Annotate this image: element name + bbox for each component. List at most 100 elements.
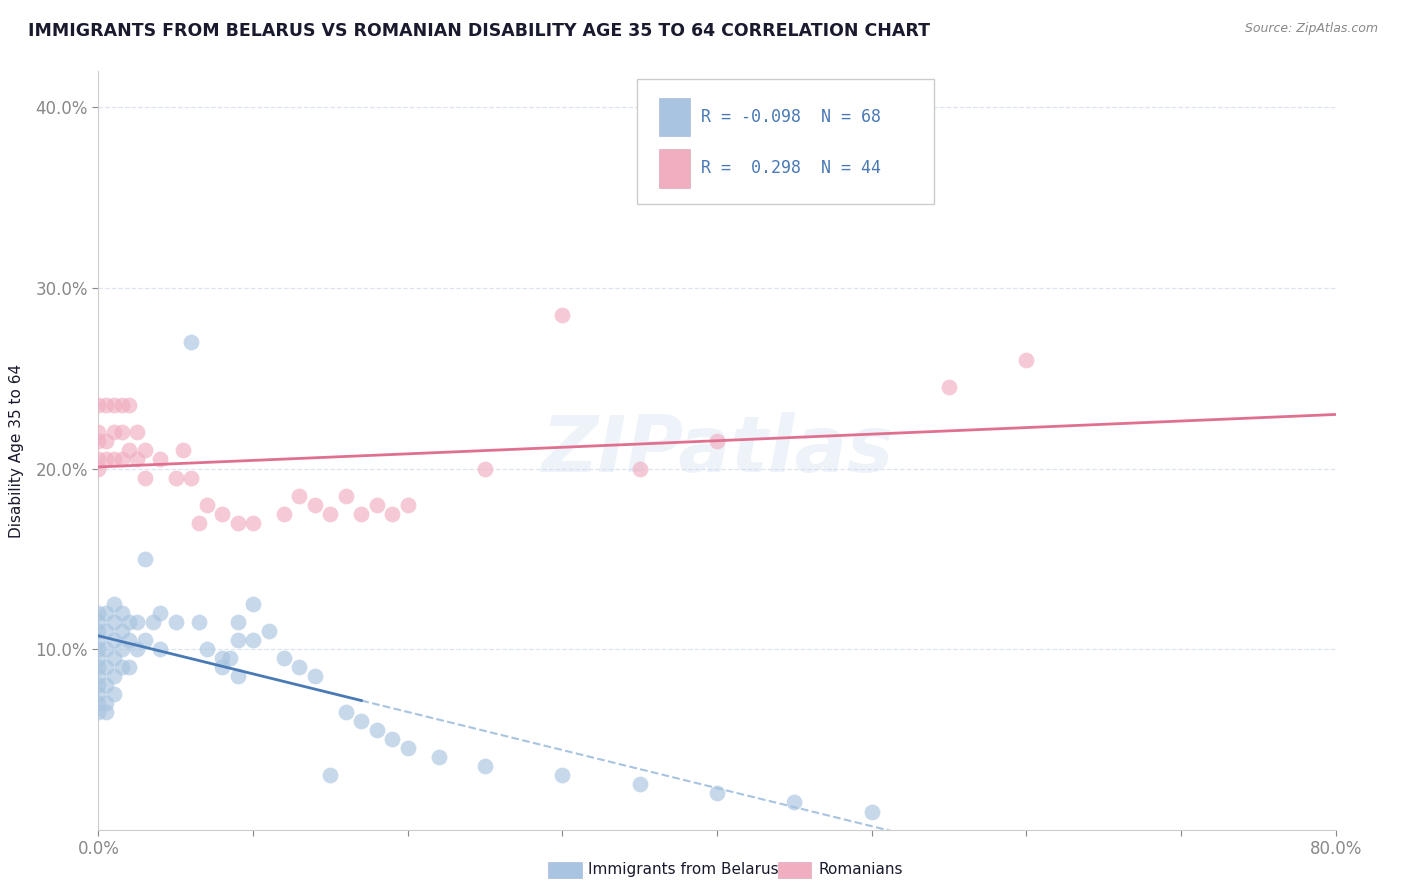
Point [195,498,218,512]
Point [381,732,404,747]
Point [211,660,233,674]
Point [103,597,125,611]
Point [87,705,110,719]
Point [628,777,651,791]
Point [180,470,202,484]
Point [96,642,118,657]
Point [127,615,149,629]
Point [172,443,194,458]
Point [134,470,156,484]
Point [118,660,141,674]
Point [211,507,233,521]
Point [87,624,110,638]
Point [288,660,311,674]
Point [396,498,419,512]
Text: ZIPatlas: ZIPatlas [541,412,893,489]
Text: Romanians: Romanians [818,863,903,877]
Point [350,507,373,521]
Point [149,642,172,657]
Point [165,470,187,484]
Point [134,633,156,648]
Point [381,507,404,521]
Point [938,380,960,394]
Point [87,606,110,620]
Point [96,398,118,412]
Point [257,624,280,638]
Point [783,796,806,810]
Point [226,615,249,629]
Point [335,705,357,719]
Point [242,597,264,611]
Point [127,425,149,440]
Point [96,696,118,710]
Point [273,507,295,521]
Point [149,452,172,467]
Point [111,452,132,467]
Point [87,669,110,683]
Bar [659,149,690,187]
Point [226,633,249,648]
Point [96,452,118,467]
Point [188,615,211,629]
Point [551,768,574,782]
Point [103,425,125,440]
Point [103,452,125,467]
Text: Immigrants from Belarus: Immigrants from Belarus [588,863,779,877]
Point [226,669,249,683]
FancyBboxPatch shape [637,79,934,204]
Point [195,642,218,657]
Text: R =  0.298  N = 44: R = 0.298 N = 44 [702,159,882,177]
Y-axis label: Disability Age 35 to 64: Disability Age 35 to 64 [10,363,24,538]
Point [319,507,342,521]
Point [96,678,118,692]
Point [111,606,132,620]
Point [87,434,110,449]
Point [111,660,132,674]
Point [96,660,118,674]
Point [628,461,651,475]
Point [396,741,419,756]
Point [242,516,264,530]
Point [127,642,149,657]
Point [134,551,156,566]
Text: Source: ZipAtlas.com: Source: ZipAtlas.com [1244,22,1378,36]
Point [118,443,141,458]
Point [103,669,125,683]
Point [319,768,342,782]
Point [350,714,373,729]
Point [87,651,110,665]
Point [87,687,110,701]
Point [304,498,326,512]
Point [149,606,172,620]
Point [87,678,110,692]
Point [103,615,125,629]
Point [96,434,118,449]
Point [96,624,118,638]
Point [551,308,574,322]
Point [118,398,141,412]
Point [706,787,728,801]
Point [111,398,132,412]
Point [165,615,187,629]
Point [180,335,202,350]
Text: R = -0.098  N = 68: R = -0.098 N = 68 [702,108,882,126]
Point [1015,353,1038,368]
Point [141,615,165,629]
Bar [659,97,690,136]
Point [226,516,249,530]
Point [288,489,311,503]
Point [134,443,156,458]
Point [242,633,264,648]
Point [706,434,728,449]
Point [87,425,110,440]
Text: IMMIGRANTS FROM BELARUS VS ROMANIAN DISABILITY AGE 35 TO 64 CORRELATION CHART: IMMIGRANTS FROM BELARUS VS ROMANIAN DISA… [28,22,931,40]
Point [111,642,132,657]
Point [87,615,110,629]
Point [87,696,110,710]
Point [118,615,141,629]
Point [96,606,118,620]
Point [87,633,110,648]
Point [219,651,242,665]
Point [335,489,357,503]
Point [103,398,125,412]
